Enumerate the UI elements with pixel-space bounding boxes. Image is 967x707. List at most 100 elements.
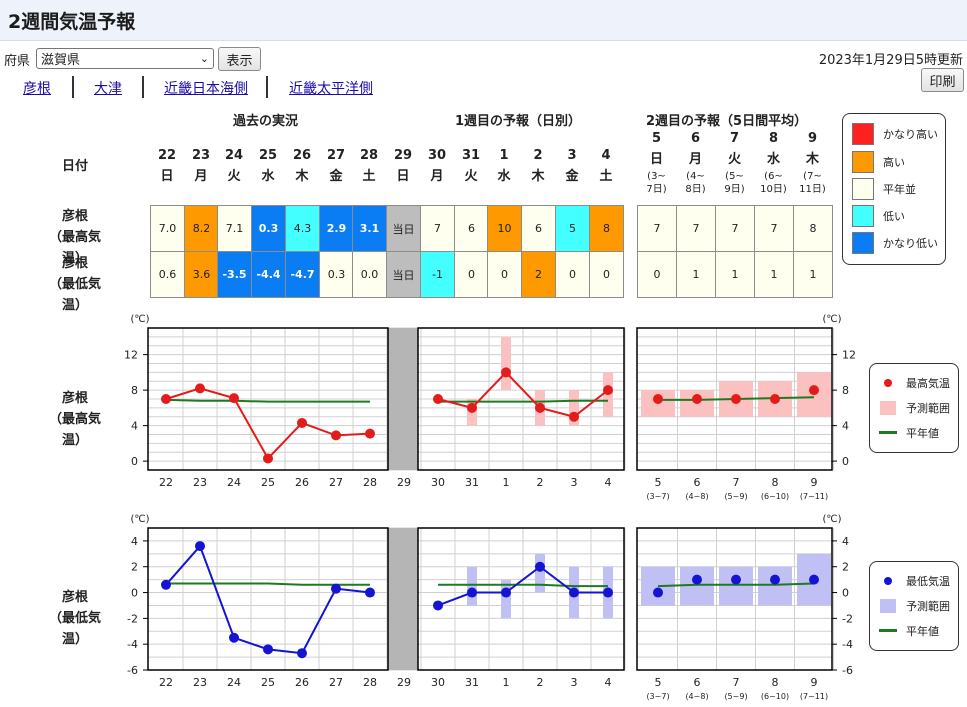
date-num: 5 bbox=[651, 131, 662, 146]
x-tick-label-week2: 9 bbox=[811, 676, 818, 689]
legend-label: 最高気温 bbox=[906, 377, 950, 390]
nav-link-otsu[interactable]: 大津 bbox=[94, 81, 122, 97]
max-temp-chart: 0 04 48 812 12(℃) (℃)22 23 24 25 26 27 28 29 30 31 1 2 3 4… bbox=[124, 314, 856, 501]
y-tick-label-right: -4 bbox=[842, 638, 853, 651]
temp-cell: 2 bbox=[521, 251, 556, 298]
date-number: 27 bbox=[326, 148, 346, 163]
y-tick-label-left: 8 bbox=[131, 384, 138, 397]
observed-point bbox=[161, 579, 171, 590]
date-weekday: 火 bbox=[464, 169, 478, 184]
nav-link-hikone[interactable]: 彦根 bbox=[23, 81, 51, 97]
date-number: 30 bbox=[427, 148, 447, 163]
date-number: 2 bbox=[533, 148, 543, 163]
legend-swatch bbox=[852, 178, 874, 200]
nav-link-kinki-pacific[interactable]: 近畿太平洋側 bbox=[289, 81, 373, 97]
legend-item-min: 最低気温 bbox=[876, 572, 950, 590]
week2-temp-cell: 8 bbox=[793, 205, 833, 252]
date-label: 日付 bbox=[61, 159, 88, 174]
panel-border bbox=[147, 327, 389, 471]
legend-label: かなり高い bbox=[883, 128, 938, 141]
range-box-icon bbox=[880, 599, 896, 613]
week2-date-header: 6 月 (4~ 8日) bbox=[676, 128, 715, 196]
date-weekday: 金 bbox=[565, 169, 579, 184]
x-tick-sublabel-week2: (6~10) bbox=[761, 692, 789, 701]
class-legend: かなり高い 高い 平年並 低い かなり低い bbox=[842, 113, 946, 265]
date-dow: 木 bbox=[805, 152, 819, 167]
date-weekday: 月 bbox=[194, 169, 208, 184]
x-tick-label: 28 bbox=[363, 676, 377, 689]
temp-cell: 0 bbox=[589, 251, 624, 298]
forecast-range-bar bbox=[501, 336, 511, 391]
print-button[interactable]: 印刷 bbox=[921, 68, 964, 92]
x-tick-label: 30 bbox=[431, 476, 445, 489]
x-tick-label: 4 bbox=[605, 676, 612, 689]
x-tick-sublabel-week2: (3~7) bbox=[646, 492, 669, 501]
normal-line-forecast bbox=[438, 399, 608, 403]
week2-temp-cell: 7 bbox=[676, 205, 716, 252]
date-number: 25 bbox=[258, 148, 278, 163]
temp-cell: 0 bbox=[454, 251, 489, 298]
week2-temp-cell: 7 bbox=[715, 205, 755, 252]
x-tick-label: 26 bbox=[295, 476, 309, 489]
week2-date-header: 7 火 (5~ 9日) bbox=[715, 128, 754, 196]
unit-label-right: (℃) bbox=[822, 514, 841, 525]
line-marker-icon bbox=[879, 629, 897, 632]
temp-cell: -4.7 bbox=[285, 251, 320, 298]
temp-cell: 10 bbox=[487, 205, 522, 252]
chevron-down-icon: ⌄ bbox=[199, 52, 209, 65]
nav-link-kinki-japan-sea[interactable]: 近畿日本海側 bbox=[164, 81, 248, 97]
observed-point bbox=[331, 583, 341, 594]
chart-label-min: 彦根 （最低気温） bbox=[40, 587, 110, 650]
x-tick-sublabel-week2: (6~10) bbox=[761, 492, 789, 501]
updated-timestamp: 2023年1月29日5時更新 bbox=[818, 53, 963, 68]
unit-label-right: (℃) bbox=[822, 314, 841, 325]
forecast-point bbox=[501, 587, 511, 598]
max-chart-legend: 最高気温 予測範囲 平年値 bbox=[869, 363, 959, 453]
x-tick-label: 27 bbox=[329, 676, 343, 689]
legend-label: 低い bbox=[883, 210, 905, 223]
panel-border bbox=[636, 327, 833, 471]
forecast-range-bar bbox=[535, 553, 545, 593]
unit-label-left: (℃) bbox=[130, 314, 149, 325]
date-num: 7 bbox=[729, 131, 740, 146]
date-dow: 水 bbox=[766, 152, 780, 167]
legend-swatch bbox=[852, 123, 874, 145]
temp-cell: 0 bbox=[555, 251, 590, 298]
observed-point bbox=[195, 383, 205, 394]
chart-label-max-type: （最高気温） bbox=[48, 412, 101, 448]
week2-point bbox=[731, 574, 741, 585]
date-header: 30 月 bbox=[420, 145, 454, 187]
date-range: (5~ bbox=[725, 171, 744, 182]
date-number: 22 bbox=[157, 148, 177, 163]
show-button[interactable]: 表示 bbox=[218, 47, 261, 71]
observed-point bbox=[331, 430, 341, 441]
legend-normal: 平年並 bbox=[852, 178, 916, 200]
x-tick-sublabel-week2: (7~11) bbox=[800, 492, 828, 501]
legend-very-high: かなり高い bbox=[852, 123, 938, 145]
normal-line-forecast bbox=[438, 583, 608, 588]
today-band bbox=[388, 528, 418, 670]
forecast-point bbox=[433, 600, 443, 611]
week2-temp-cell: 7 bbox=[754, 205, 794, 252]
legend-item-normal: 平年値 bbox=[876, 424, 939, 442]
panel-border bbox=[417, 527, 625, 671]
date-range: (4~ bbox=[686, 171, 705, 182]
legend-label: 予測範囲 bbox=[906, 600, 950, 613]
x-tick-label: 23 bbox=[193, 676, 207, 689]
x-tick-label: 29 bbox=[397, 476, 411, 489]
x-tick-sublabel-week2: (4~8) bbox=[685, 692, 708, 701]
legend-low: 低い bbox=[852, 205, 905, 227]
observed-point bbox=[297, 417, 307, 428]
legend-label: 平年値 bbox=[906, 427, 939, 440]
date-weekday: 金 bbox=[329, 169, 343, 184]
week2-date-header: 9 木 (7~ 11日) bbox=[793, 128, 832, 196]
pref-select[interactable]: 滋賀県 ⌄ bbox=[36, 48, 214, 69]
x-tick-label-week2: 7 bbox=[733, 476, 740, 489]
forecast-point bbox=[535, 402, 545, 413]
date-dow: 日 bbox=[649, 152, 663, 167]
y-tick-label-left: 4 bbox=[131, 420, 138, 433]
x-tick-label: 25 bbox=[261, 676, 275, 689]
temp-cell: 4.3 bbox=[285, 205, 320, 252]
page-title: 2週間気温予報 bbox=[8, 11, 136, 33]
